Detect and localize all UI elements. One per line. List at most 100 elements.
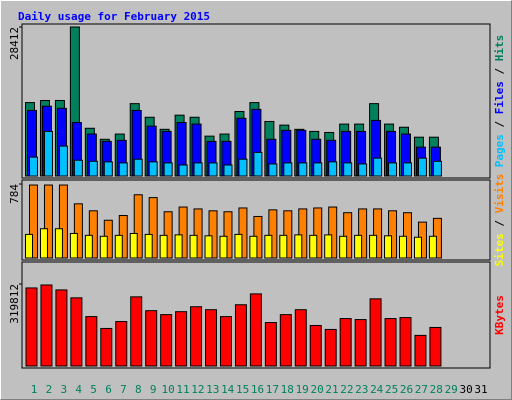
bar	[339, 318, 352, 367]
x-tick-label: 5	[90, 383, 97, 396]
bar	[413, 236, 422, 259]
bar	[384, 318, 397, 367]
x-tick-label: 2	[46, 383, 53, 396]
legend-entry: KBytes	[493, 295, 506, 335]
bar	[73, 159, 83, 177]
bar	[70, 297, 83, 367]
bar	[238, 207, 248, 259]
bar	[88, 160, 98, 177]
x-tick-label: 15	[236, 383, 249, 396]
legend-separator: /	[493, 213, 506, 233]
legend-entry: Hits	[493, 35, 506, 62]
bar	[403, 162, 412, 177]
x-tick-label: 4	[75, 383, 82, 396]
bar	[144, 233, 153, 259]
bar	[204, 235, 213, 259]
bar	[249, 235, 258, 259]
bar	[29, 156, 38, 177]
bar	[369, 298, 382, 367]
bar	[148, 197, 158, 259]
x-tick-label: 26	[400, 383, 413, 396]
x-tick-label: 16	[251, 383, 264, 396]
bar	[264, 322, 277, 367]
x-tick-label: 3	[60, 383, 67, 396]
bar	[234, 304, 247, 367]
x-tick-label: 13	[206, 383, 219, 396]
bar	[55, 289, 68, 367]
x-tick-label: 1	[31, 383, 38, 396]
bar	[100, 327, 113, 367]
x-tick-label: 31	[474, 383, 487, 396]
bar	[219, 235, 228, 259]
bar	[178, 206, 188, 259]
bar	[354, 234, 363, 259]
bar	[115, 321, 128, 367]
bar	[40, 284, 53, 367]
legend-separator: /	[493, 114, 506, 134]
x-tick-label: 12	[191, 383, 204, 396]
bar	[264, 234, 273, 259]
bar	[73, 203, 83, 259]
legend-entry: Visits	[493, 174, 506, 214]
bar	[133, 194, 143, 259]
x-tick-label: 30	[459, 383, 472, 396]
y-tick-label: 784	[8, 184, 21, 204]
bar	[249, 293, 262, 367]
x-tick-label: 9	[150, 383, 157, 396]
bar	[160, 314, 173, 367]
y-tick-label: 319812	[8, 284, 21, 324]
bar	[234, 233, 243, 259]
bar	[399, 235, 407, 259]
bar	[283, 210, 293, 259]
bar	[208, 162, 218, 177]
bar	[324, 328, 337, 367]
bar	[403, 212, 412, 259]
legend-separator: /	[493, 61, 506, 81]
bar	[175, 311, 188, 367]
bar	[219, 316, 232, 367]
bar	[159, 234, 168, 259]
legend-entry: Pages	[493, 134, 506, 167]
x-tick-label: 25	[385, 383, 398, 396]
bar	[313, 207, 323, 259]
bar	[358, 208, 368, 259]
bar	[208, 210, 218, 259]
bar	[432, 160, 442, 177]
bar	[369, 234, 378, 259]
bar	[294, 309, 307, 367]
x-tick-label: 11	[176, 383, 189, 396]
bar	[268, 163, 278, 177]
bar	[429, 326, 442, 367]
legend: Sites / Visits	[493, 174, 506, 267]
bar	[313, 162, 323, 177]
bar	[223, 164, 233, 177]
bar	[39, 228, 48, 259]
x-tick-label: 10	[161, 383, 174, 396]
bar	[399, 317, 412, 367]
x-tick-label: 24	[370, 383, 384, 396]
bar	[189, 234, 198, 259]
bar	[148, 161, 158, 177]
bar	[328, 206, 338, 259]
bar	[279, 234, 288, 259]
bar	[114, 234, 123, 259]
bar	[414, 334, 427, 367]
x-tick-label: 28	[430, 383, 443, 396]
bar	[54, 228, 63, 259]
bar	[373, 208, 383, 259]
chart-title: Daily usage for February 2015	[18, 10, 210, 23]
bar	[388, 162, 398, 177]
bar	[328, 161, 338, 177]
x-tick-label: 8	[135, 383, 142, 396]
bar	[133, 158, 143, 177]
y-tick-label: 28412	[8, 27, 21, 60]
bar	[294, 234, 303, 259]
bar	[129, 232, 138, 259]
bar	[43, 130, 53, 177]
x-tick-label: 20	[310, 383, 323, 396]
x-tick-label: 14	[221, 383, 235, 396]
legend-entry: Files	[493, 81, 506, 114]
